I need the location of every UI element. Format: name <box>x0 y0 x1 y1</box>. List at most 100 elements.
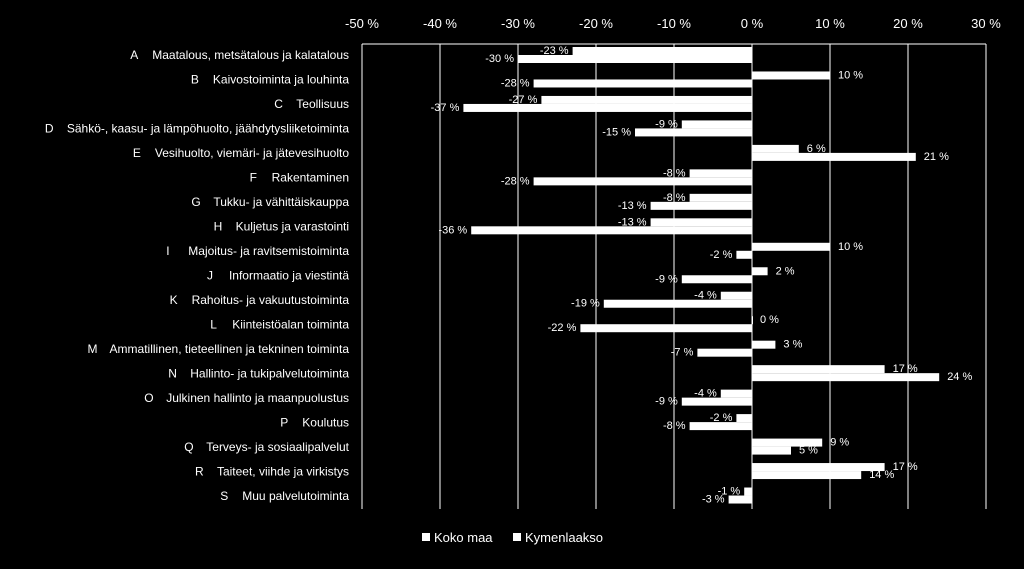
data-label-kymenlaakso: -22 % <box>548 322 577 334</box>
data-label-kymenlaakso: 24 % <box>947 371 972 383</box>
bar-koko-maa <box>720 291 752 300</box>
bar-kymenlaakso <box>580 324 752 333</box>
category-code: P <box>280 415 288 429</box>
bar-kymenlaakso <box>736 250 752 259</box>
bar-koko-maa <box>650 218 752 227</box>
data-label-koko-maa: 2 % <box>776 265 795 277</box>
bar-kymenlaakso <box>728 495 752 504</box>
bar-kymenlaakso <box>697 348 752 357</box>
bar-koko-maa <box>752 71 830 80</box>
category-code: E <box>133 146 141 160</box>
bar-kymenlaakso <box>603 299 752 308</box>
data-label-kymenlaakso: -28 % <box>501 77 530 89</box>
data-label-koko-maa: -8 % <box>663 167 686 179</box>
bar-koko-maa <box>689 169 752 178</box>
bar-kymenlaakso <box>635 128 752 137</box>
bars: -23 % 10 % -27 % -9 % 6 % -8 % -8 % -13 % 10 % 2 … <box>431 45 973 506</box>
x-tick-label: -50 % <box>345 16 379 31</box>
bar-koko-maa <box>720 389 752 398</box>
category-code: N <box>168 366 177 380</box>
category-name: Kiinteistöalan toiminta <box>232 317 349 331</box>
data-label-kymenlaakso: -36 % <box>438 224 467 236</box>
bar-kymenlaakso <box>650 201 752 210</box>
category-label: Q Terveys- ja sosiaalipalvelut <box>184 440 349 454</box>
legend-swatch-koko-maa <box>422 533 430 541</box>
category-code: B <box>191 73 199 87</box>
category-code: H <box>214 220 223 234</box>
data-label-koko-maa: 10 % <box>838 241 863 253</box>
data-label-kymenlaakso: -19 % <box>571 298 600 310</box>
data-label-koko-maa: -4 % <box>694 388 717 400</box>
category-code: F <box>250 171 257 185</box>
data-label-koko-maa: 9 % <box>830 437 849 449</box>
category-labels: A Maatalous, metsätalous ja kalatalous B Ka… <box>45 48 350 503</box>
data-label-koko-maa: 17 % <box>893 363 918 375</box>
bar-koko-maa <box>752 438 823 447</box>
data-label-koko-maa: -4 % <box>694 290 717 302</box>
bar-koko-maa <box>736 414 752 423</box>
category-code: I <box>166 244 169 258</box>
bar-kymenlaakso <box>533 177 752 186</box>
bar-koko-maa <box>752 365 885 374</box>
bar-koko-maa <box>752 144 799 153</box>
category-code: R <box>195 464 204 478</box>
category-name: Tukku- ja vähittäiskauppa <box>213 195 349 209</box>
category-label: N Hallinto- ja tukipalvelutoiminta <box>168 366 349 380</box>
bar-kymenlaakso <box>689 422 752 431</box>
data-label-koko-maa: -27 % <box>509 94 538 106</box>
data-label-koko-maa: -2 % <box>710 412 733 424</box>
data-label-koko-maa: -9 % <box>655 118 678 130</box>
data-label-kymenlaakso: 21 % <box>924 151 949 163</box>
bar-kymenlaakso <box>463 103 752 112</box>
bar-koko-maa <box>752 267 768 276</box>
category-label: H Kuljetus ja varastointi <box>214 220 349 234</box>
data-label-koko-maa: 17 % <box>893 461 918 473</box>
bar-koko-maa <box>689 193 752 202</box>
category-code: O <box>144 391 153 405</box>
data-label-kymenlaakso: -9 % <box>655 273 678 285</box>
category-code: S <box>220 489 228 503</box>
category-label: J Informaatio ja viestintä <box>207 269 349 283</box>
data-label-kymenlaakso: 5 % <box>799 445 818 457</box>
data-label-koko-maa: -8 % <box>663 192 686 204</box>
bar-koko-maa <box>752 340 776 349</box>
bar-kymenlaakso <box>752 471 862 480</box>
category-label: C Teollisuus <box>274 97 349 111</box>
category-label: O Julkinen hallinto ja maanpuolustus <box>144 391 349 405</box>
category-label: A Maatalous, metsätalous ja kalatalous <box>130 48 349 62</box>
data-label-kymenlaakso: -8 % <box>663 420 686 432</box>
category-name: Rakentaminen <box>272 171 349 185</box>
data-label-kymenlaakso: 14 % <box>869 469 894 481</box>
category-label: G Tukku- ja vähittäiskauppa <box>191 195 349 209</box>
bar-koko-maa <box>752 316 753 325</box>
category-label: E Vesihuolto, viemäri- ja jätevesihuolto <box>133 146 349 160</box>
category-code: M <box>88 342 98 356</box>
data-label-kymenlaakso: -9 % <box>655 396 678 408</box>
category-label: F Rakentaminen <box>250 171 349 185</box>
category-name: Taiteet, viihde ja virkistys <box>217 464 349 478</box>
data-label-kymenlaakso: -15 % <box>602 126 631 138</box>
data-label-kymenlaakso: -13 % <box>618 200 647 212</box>
legend-label-koko-maa: Koko maa <box>434 530 493 545</box>
x-tick-label: -20 % <box>579 16 613 31</box>
data-label-kymenlaakso: -37 % <box>431 102 460 114</box>
category-code: C <box>274 97 283 111</box>
x-tick-label: 0 % <box>741 16 764 31</box>
data-label-kymenlaakso: -30 % <box>485 53 514 65</box>
bar-kymenlaakso <box>681 397 752 406</box>
category-code: L <box>210 317 217 331</box>
category-name: Terveys- ja sosiaalipalvelut <box>206 440 349 454</box>
data-label-kymenlaakso: -3 % <box>702 494 725 506</box>
bar-kymenlaakso <box>752 152 916 161</box>
category-name: Ammatillinen, tieteellinen ja tekninen t… <box>110 342 350 356</box>
category-code: A <box>130 48 138 62</box>
data-label-koko-maa: -13 % <box>618 216 647 228</box>
category-label: S Muu palvelutoiminta <box>220 489 349 503</box>
category-label: D Sähkö-, kaasu- ja lämpöhuolto, jäähdyty… <box>45 122 349 136</box>
data-label-koko-maa: 3 % <box>783 339 802 351</box>
bar-koko-maa <box>681 120 752 129</box>
category-label: R Taiteet, viihde ja virkistys <box>195 464 349 478</box>
data-label-kymenlaakso: -7 % <box>671 347 694 359</box>
x-tick-label: 20 % <box>893 16 923 31</box>
